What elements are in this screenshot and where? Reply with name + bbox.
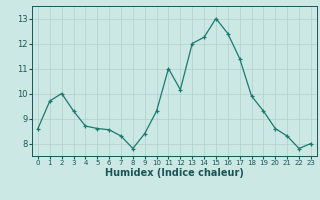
X-axis label: Humidex (Indice chaleur): Humidex (Indice chaleur) <box>105 168 244 178</box>
